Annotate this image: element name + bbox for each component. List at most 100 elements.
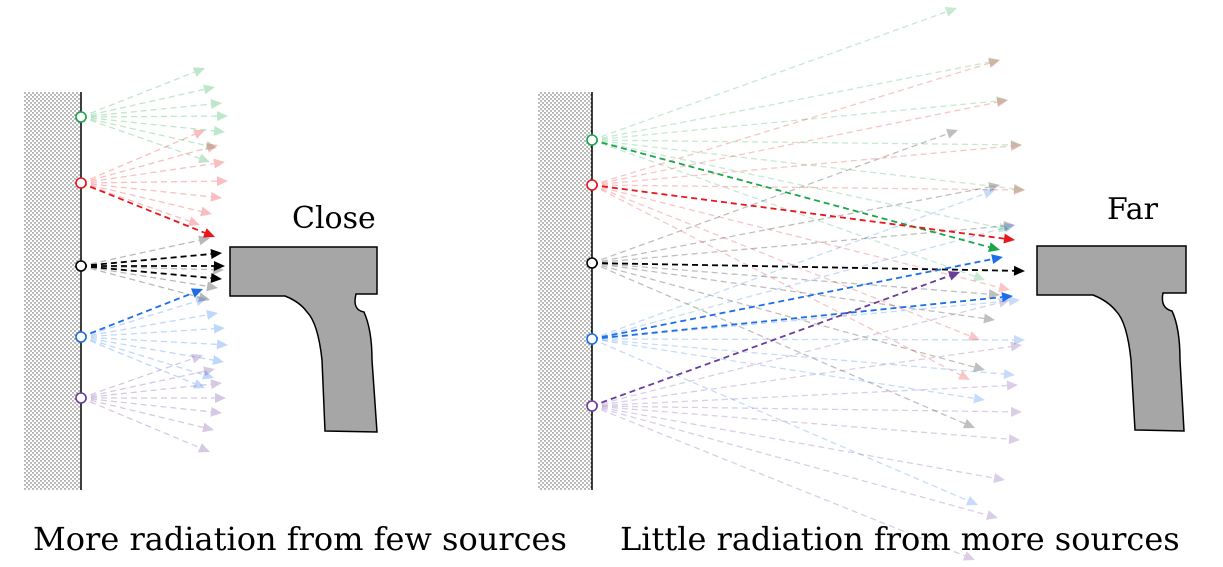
far-hit-ray-green-head xyxy=(988,242,1000,252)
close-ray-blue-4-head xyxy=(212,355,224,366)
far-hit-ray-purple-head xyxy=(947,271,960,281)
far-ray-red-6 xyxy=(591,184,961,376)
close-ray-purple-2 xyxy=(80,383,212,399)
close-ray-blue-4 xyxy=(80,336,214,361)
close-hit-ray-black-1 xyxy=(80,253,212,267)
close-ray-red-4 xyxy=(80,182,212,198)
far-hit-ray-blue-1-head xyxy=(991,254,1003,265)
far-ray-red-6-head xyxy=(957,370,970,380)
close-ray-green-4 xyxy=(80,116,215,132)
close-ray-blue-2-head xyxy=(213,323,225,334)
close-ray-purple-6 xyxy=(80,397,201,449)
far-sources xyxy=(586,134,598,412)
close-ray-green-5 xyxy=(80,116,207,147)
close-hit-ray-black-3-head xyxy=(210,273,222,283)
far-ray-red-2 xyxy=(591,145,1012,186)
far-ray-green-1 xyxy=(591,61,990,141)
close-ray-purple-0-head xyxy=(190,353,203,364)
far-ray-green-4-head xyxy=(1013,183,1025,194)
far-ray-purple-7 xyxy=(591,405,966,557)
far-ray-green-6-head xyxy=(972,271,985,282)
far-rays xyxy=(591,7,1025,561)
far-ray-green-2-head xyxy=(996,96,1008,107)
close-ray-green-0-head xyxy=(192,67,205,77)
far-ray-purple-1 xyxy=(591,345,1012,407)
close-ray-green-6-head xyxy=(197,153,210,164)
close-ray-red-2 xyxy=(80,162,215,184)
close-ray-green-2 xyxy=(80,103,212,118)
close-sources xyxy=(75,111,87,404)
close-ray-red-1 xyxy=(80,147,208,184)
far-ray-black-3 xyxy=(591,262,990,295)
far-label: Far xyxy=(1107,192,1159,227)
far-ray-purple-0 xyxy=(591,302,1000,407)
far-ray-red-1-head xyxy=(996,97,1008,108)
close-ray-black-3 xyxy=(80,265,208,287)
far-hit-ray-black-head xyxy=(1013,265,1025,276)
close-ray-blue-6-head xyxy=(192,379,205,389)
far-source-purple xyxy=(586,400,598,412)
close-ray-black-0-head xyxy=(198,235,210,246)
close-ray-purple-3-head xyxy=(215,393,226,403)
close-source-purple xyxy=(75,392,87,404)
far-source-red xyxy=(586,179,598,191)
far-ray-purple-6 xyxy=(591,405,988,516)
far-panel: Far Little radiation from more sources xyxy=(538,7,1187,561)
close-ray-red-0-head xyxy=(192,129,205,139)
far-ray-black-5-head xyxy=(973,362,985,372)
far-ray-green-1-head xyxy=(988,57,1000,68)
far-hit-ray-green xyxy=(591,139,990,249)
close-rays xyxy=(80,67,228,453)
far-ray-blue-5-head xyxy=(973,393,985,404)
far-ray-red-5-head xyxy=(967,331,980,341)
close-hit-ray-red-head xyxy=(202,228,215,238)
far-ray-purple-5 xyxy=(591,405,995,479)
close-ray-blue-5-head xyxy=(202,369,214,380)
close-hit-ray-black-1-head xyxy=(210,249,222,259)
close-ray-red-5 xyxy=(80,182,202,213)
far-ray-blue-4 xyxy=(591,338,1005,375)
far-ray-red-1 xyxy=(591,101,998,186)
far-ray-red-3-head xyxy=(1013,184,1025,195)
far-wall-texture xyxy=(538,92,592,490)
far-ray-blue-5 xyxy=(591,338,975,399)
close-ray-red-6 xyxy=(80,182,190,222)
close-hit-ray-blue xyxy=(80,292,194,338)
far-hit-ray-blue-1 xyxy=(591,258,993,340)
close-caption: More radiation from few sources xyxy=(33,520,567,558)
close-ray-green-0 xyxy=(80,71,196,118)
close-ray-blue-5 xyxy=(80,336,204,376)
close-ray-blue-0-head xyxy=(195,296,207,307)
far-ray-black-4 xyxy=(591,262,985,320)
far-ray-red-4-head xyxy=(998,282,1010,293)
far-ray-green-5 xyxy=(591,139,1000,229)
far-ray-green-6 xyxy=(591,139,975,277)
close-ray-blue-1 xyxy=(80,314,208,338)
far-ray-purple-1-head xyxy=(1010,341,1022,352)
close-ray-blue-6 xyxy=(80,336,196,385)
far-ray-blue-2-head xyxy=(1008,296,1020,306)
far-hit-ray-red-head xyxy=(1003,233,1015,244)
close-hit-ray-blue-head xyxy=(190,288,203,298)
close-ray-black-0 xyxy=(80,239,200,267)
close-ray-blue-0 xyxy=(80,300,197,338)
far-hit-ray-purple xyxy=(591,274,950,407)
close-source-blue xyxy=(75,331,87,343)
close-ray-red-0 xyxy=(80,133,196,184)
close-ray-purple-5-head xyxy=(202,422,214,433)
close-ray-purple-2-head xyxy=(210,379,222,390)
close-ray-blue-3 xyxy=(80,336,218,346)
far-hit-ray-blue-2 xyxy=(591,296,1003,340)
far-ray-green-0-head xyxy=(944,7,957,17)
far-ray-red-3 xyxy=(591,184,1015,191)
close-ray-green-3 xyxy=(80,115,218,118)
close-ray-purple-1-head xyxy=(203,366,215,377)
far-ray-green-3-head xyxy=(1010,139,1022,150)
far-ray-blue-3 xyxy=(591,338,1015,341)
close-hit-ray-black-2-head xyxy=(214,261,225,271)
far-hit-ray-red xyxy=(591,184,1005,240)
far-ray-black-4-head xyxy=(983,313,995,324)
close-ray-green-3-head xyxy=(216,111,228,122)
far-ray-purple-5-head xyxy=(993,473,1005,483)
close-ray-blue-1-head xyxy=(206,309,218,320)
